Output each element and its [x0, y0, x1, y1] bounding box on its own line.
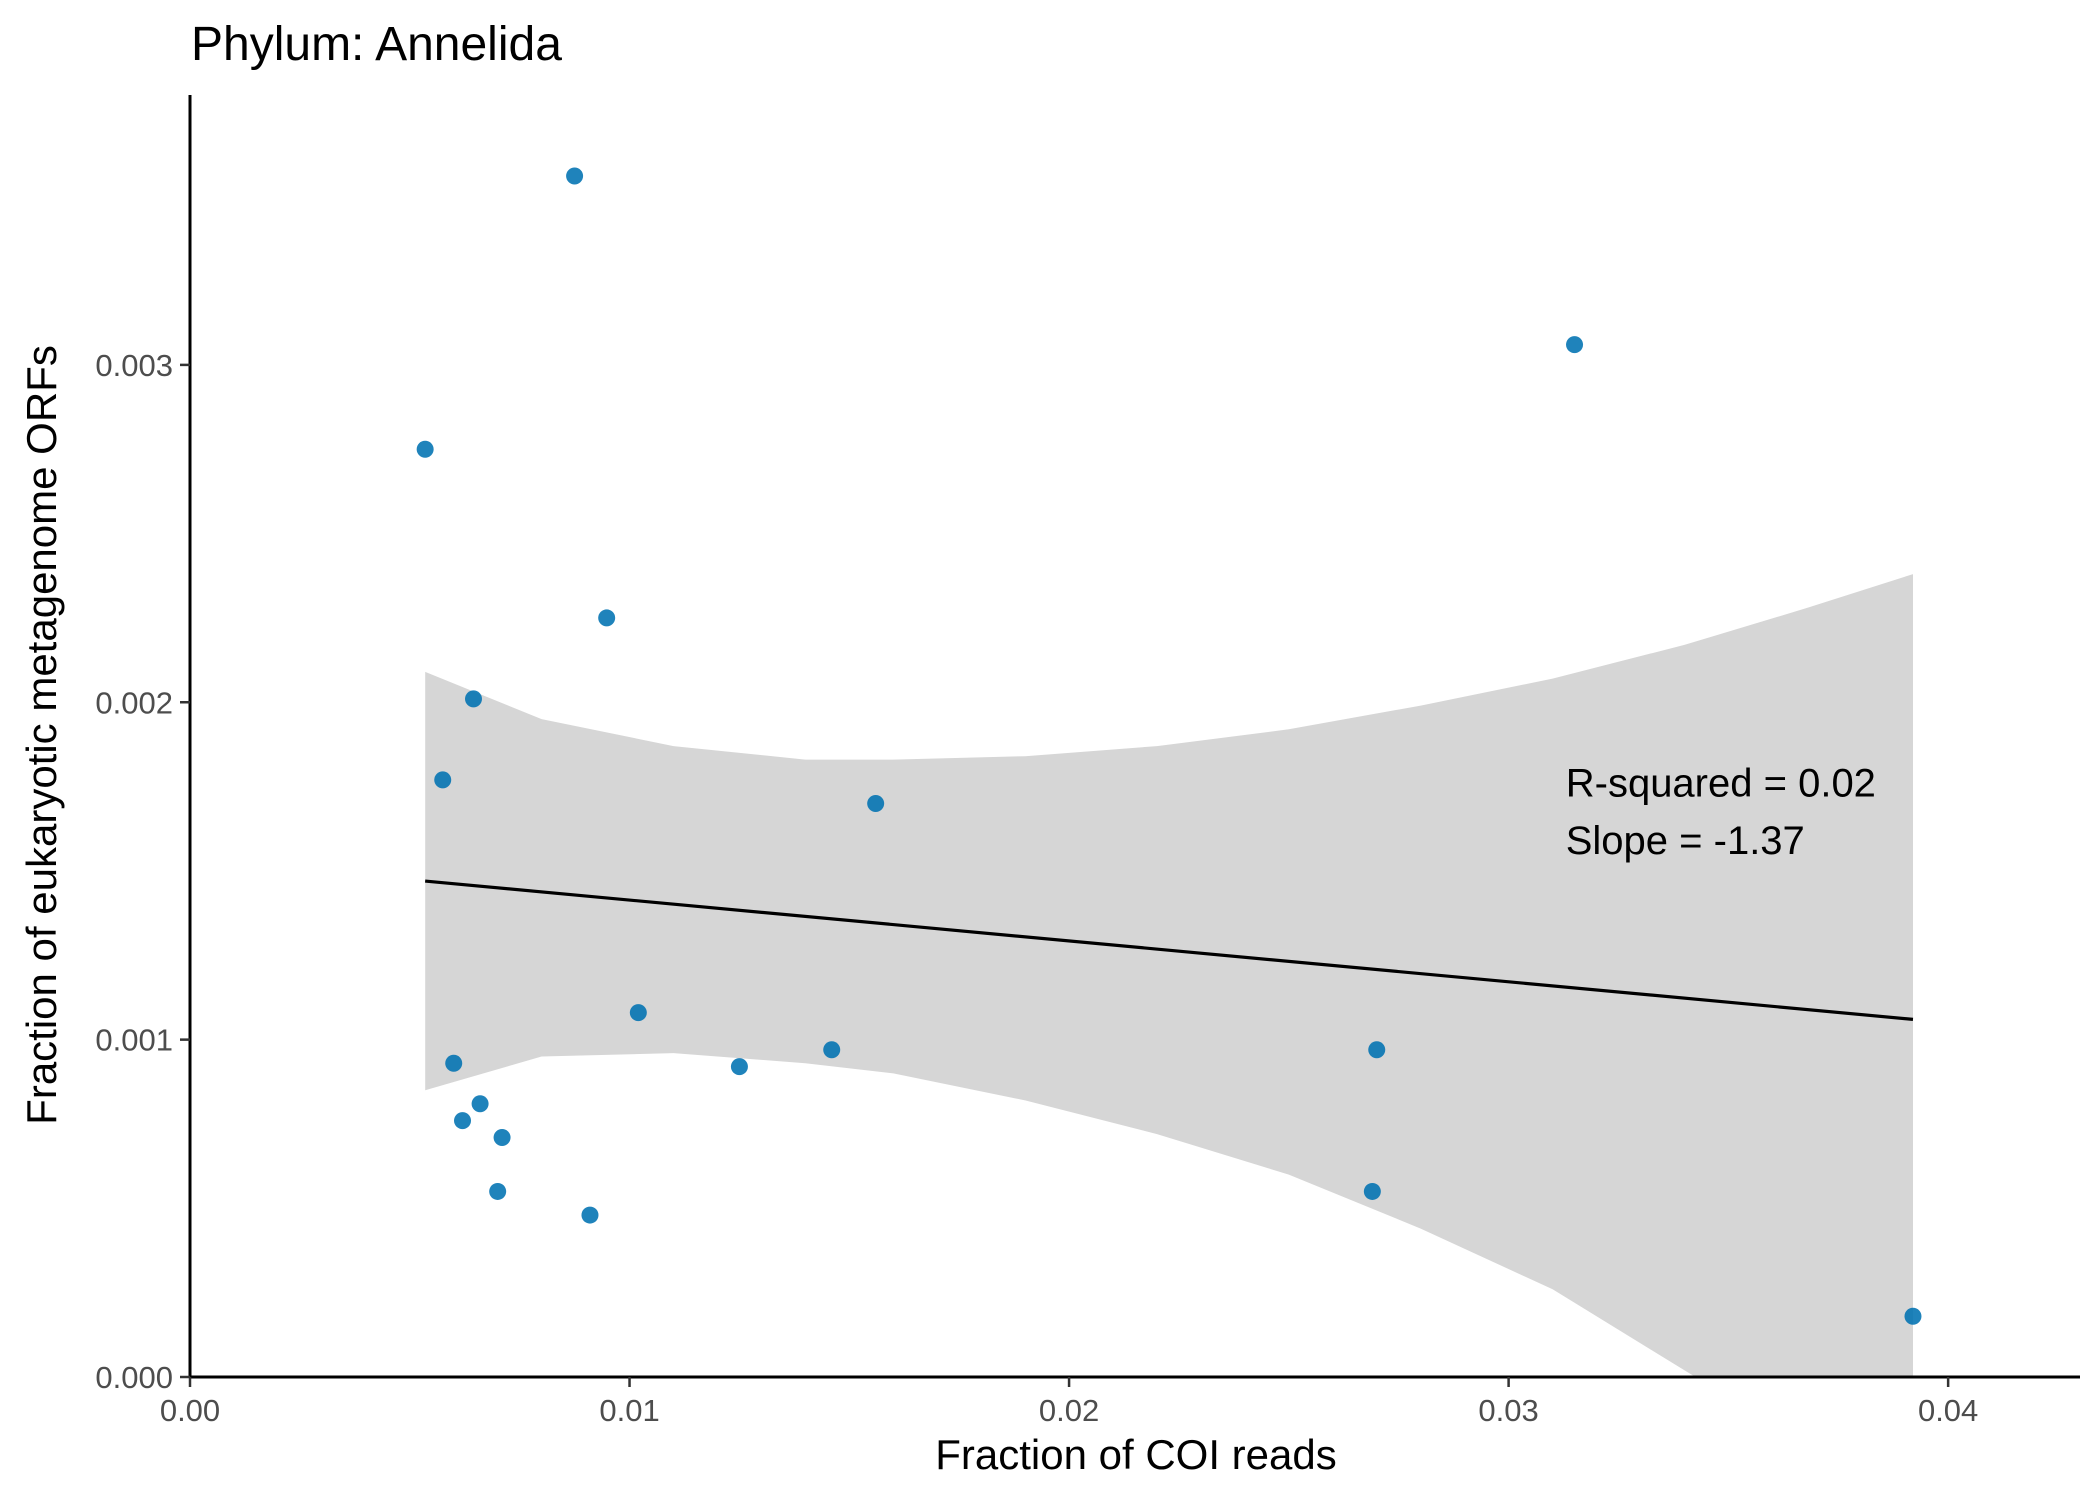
- x-tick-label: 0.01: [599, 1393, 659, 1428]
- y-tick-label: 0.002: [95, 685, 173, 720]
- annotation-2: Slope = -1.37: [1566, 819, 1805, 863]
- data-point-3: [598, 609, 616, 627]
- data-point-19: [1904, 1307, 1922, 1325]
- y-tick-label: 0.000: [95, 1360, 173, 1395]
- y-tick-label: 0.003: [95, 348, 173, 383]
- data-point-9: [445, 1054, 463, 1072]
- confidence-band: [425, 574, 1913, 1377]
- regression-line-layer: [425, 879, 1914, 1021]
- data-point-13: [471, 1095, 489, 1113]
- data-point-10: [730, 1058, 748, 1076]
- data-point-16: [489, 1182, 507, 1200]
- y-tick-label: 0.001: [95, 1023, 173, 1058]
- data-point-12: [1368, 1041, 1386, 1059]
- x-tick-label: 0.03: [1478, 1393, 1538, 1428]
- data-point-11: [823, 1041, 841, 1059]
- data-point-4: [465, 690, 482, 708]
- regression-line: [425, 879, 1914, 1021]
- x-tick-label: 0.00: [160, 1393, 220, 1428]
- confidence-band-layer: [425, 574, 1913, 1377]
- x-tick-label: 0.04: [1918, 1393, 1978, 1428]
- data-point-18: [581, 1206, 599, 1224]
- annotation-1: R-squared = 0.02: [1566, 762, 1876, 806]
- data-point-8: [629, 1004, 647, 1022]
- data-point-1: [416, 440, 434, 458]
- x-axis-title: Fraction of COI reads: [935, 1431, 1336, 1478]
- data-point-17: [1363, 1182, 1381, 1200]
- chart-title: Phylum: Annelida: [191, 18, 562, 71]
- y-axis-title: Fraction of eukaryotic metagenome ORFs: [18, 345, 65, 1125]
- x-tick-label: 0.02: [1039, 1393, 1099, 1428]
- data-point-14: [454, 1112, 472, 1130]
- points-layer: [416, 167, 1922, 1325]
- data-point-15: [493, 1128, 511, 1146]
- data-point-6: [867, 794, 885, 812]
- axes-layer: 0.00 0.01 0.02 0.03 0.04 0.000 0.001 0.002 0.003: [95, 95, 2080, 1428]
- data-point-2: [566, 167, 584, 185]
- data-point-5: [434, 771, 452, 789]
- annotations-layer: R-squared = 0.02 Slope = -1.37: [1566, 762, 1876, 863]
- data-point-7: [1566, 336, 1584, 354]
